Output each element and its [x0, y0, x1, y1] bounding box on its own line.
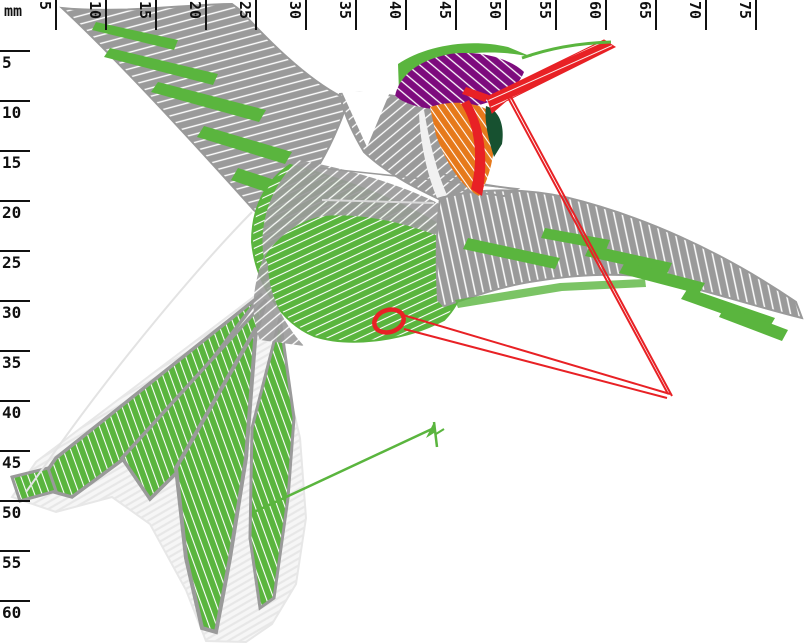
throat-darkgreen-patch: [485, 106, 503, 157]
jump-line-ellipse-b: [403, 328, 668, 399]
jump-line-ellipse-a: [402, 314, 671, 395]
beak-green-edge: [521, 40, 612, 60]
stitch-direction-guide: [253, 421, 445, 514]
head: [395, 39, 617, 198]
throat-red-stripe: [461, 100, 486, 196]
beak: [486, 39, 617, 114]
jump-stitch-markers: [402, 93, 673, 399]
body-chest-gray: [253, 256, 304, 346]
tail-feathers: [10, 292, 296, 635]
chest-outline-stitch: [25, 211, 253, 493]
head-crest-red-dash: [462, 87, 489, 102]
guide-arrow-icon: [426, 422, 434, 438]
head-green-cap: [398, 43, 532, 92]
body-back-gray: [262, 160, 472, 258]
cheek-white-crescent: [419, 110, 447, 198]
jump-line-beak-a: [505, 93, 669, 395]
jump-line-beak-b: [510, 96, 673, 397]
right-wing-green-streaks: [455, 228, 788, 341]
selection-ellipse[interactable]: [371, 306, 406, 336]
body-running-line: [321, 199, 435, 204]
wing-shoulder-notch: [342, 92, 390, 147]
